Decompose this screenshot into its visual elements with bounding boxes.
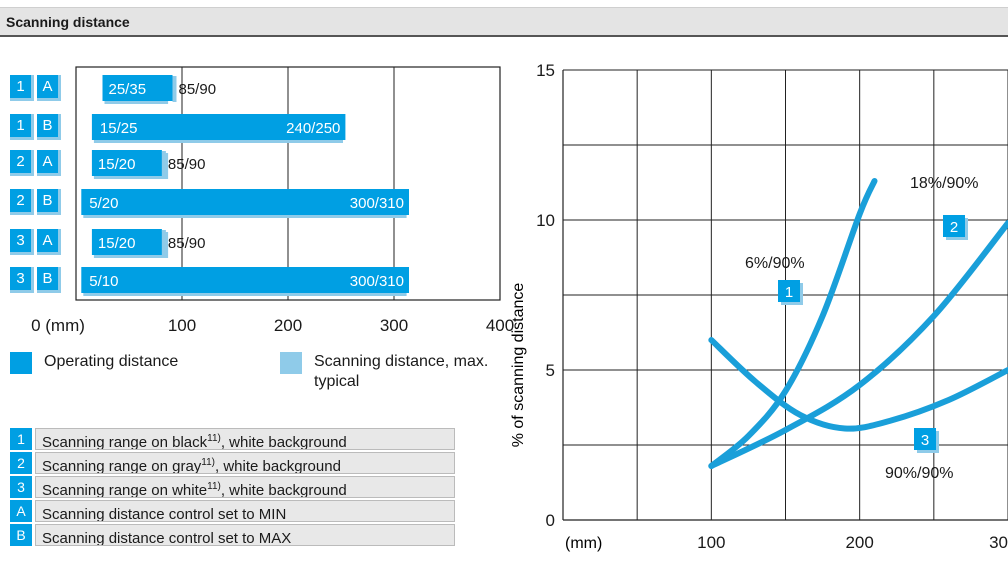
row-number-badge: 3	[10, 267, 34, 293]
bar-label-out: 300/310	[350, 195, 404, 212]
line-series-2	[708, 220, 1008, 469]
key-badge: 3	[10, 476, 32, 498]
bar-operating	[91, 114, 346, 140]
key-row: 3 Scanning range on white11), white back…	[10, 476, 455, 498]
row-number-badge: 2	[10, 189, 34, 215]
key-text: Scanning range on gray11), white backgro…	[35, 452, 455, 474]
line-y-tick-label: 5	[546, 361, 555, 380]
key-badge: 1	[10, 428, 32, 450]
line-series-label: 90%/90%	[885, 465, 954, 482]
bar-operating-edge	[161, 230, 166, 256]
key-row: B Scanning distance control set to MAX	[10, 524, 455, 546]
row-number-badge: 2	[10, 150, 34, 176]
row-number-badge: 1	[10, 75, 34, 101]
legend-operating-label: Operating distance	[44, 353, 179, 370]
bar-operating	[91, 229, 162, 255]
line-series-label: 6%/90%	[745, 255, 805, 272]
bar-label-out: 240/250	[286, 120, 340, 137]
bar-label-in: 15/20	[98, 156, 136, 173]
line-series-badge	[914, 428, 936, 450]
key-text: Scanning range on black11), white backgr…	[35, 428, 455, 450]
bar-label-in: 5/10	[89, 273, 118, 290]
row-mode-badge: B	[37, 267, 61, 293]
bar-label-out: 85/90	[168, 235, 206, 252]
line-y-tick-label: 15	[536, 61, 555, 80]
line-x-tick-label: 100	[697, 533, 725, 552]
key-text: Scanning distance control set to MIN	[35, 500, 455, 522]
bar-operating	[91, 150, 162, 176]
line-y-tick-label: 10	[536, 211, 555, 230]
key-badge: 2	[10, 452, 32, 474]
legend-operating-swatch	[10, 352, 32, 374]
key-badge: B	[10, 524, 32, 546]
bar-operating	[81, 189, 410, 215]
line-series-badge	[943, 215, 965, 237]
bar-x-tick-label: 400	[486, 316, 514, 335]
section-underline	[0, 35, 1008, 37]
line-series-badge-label: 3	[921, 432, 929, 449]
line-series-3	[708, 337, 1008, 432]
line-series-1	[708, 178, 878, 469]
line-series-badge-label: 1	[785, 284, 793, 301]
row-number-badge: 3	[10, 229, 34, 255]
bar-operating	[102, 75, 173, 101]
legend-scanning-swatch	[280, 352, 302, 374]
line-series-label: 18%/90%	[910, 175, 979, 192]
row-mode-badge: A	[37, 150, 61, 176]
bar-x-tick-label: 100	[168, 316, 196, 335]
line-y-tick-label: 0	[546, 511, 555, 530]
row-number-badge: 1	[10, 114, 34, 140]
legend-scanning: Scanning distance, max. typical	[280, 352, 494, 392]
bar-operating-edge	[172, 76, 177, 102]
bar-operating	[81, 267, 410, 293]
bar-label-out: 85/90	[179, 81, 217, 98]
bar-label-out: 300/310	[350, 273, 404, 290]
bar-label-in: 15/20	[98, 235, 136, 252]
bar-x-tick-label: 200	[274, 316, 302, 335]
line-y-label: % of scanning distance	[510, 283, 527, 448]
bar-x-tick-label: 0 (mm)	[31, 316, 85, 335]
key-text: Scanning range on white11), white backgr…	[35, 476, 455, 498]
section-title: Scanning distance	[6, 14, 130, 30]
row-mode-badge: B	[37, 114, 61, 140]
legend-scanning-label: Scanning distance, max. typical	[314, 353, 489, 390]
row-mode-badge: A	[37, 229, 61, 255]
row-mode-badge: A	[37, 75, 61, 101]
line-series-badge	[778, 280, 800, 302]
bar-label-out: 85/90	[168, 156, 206, 173]
key-row: 2 Scanning range on gray11), white backg…	[10, 452, 455, 474]
key-row: A Scanning distance control set to MIN	[10, 500, 455, 522]
bar-label-in: 15/25	[100, 120, 138, 137]
line-x-tick-label: 200	[845, 533, 873, 552]
legend-operating: Operating distance	[10, 352, 178, 374]
key-badge: A	[10, 500, 32, 522]
bar-operating-edge	[161, 151, 166, 177]
bar-label-in: 5/20	[89, 195, 118, 212]
line-chart: 0 5 10 15 100 200 30 (mm) % of scanning distance…	[510, 61, 1008, 552]
key-row: 1 Scanning range on black11), white back…	[10, 428, 455, 450]
row-mode-badge: B	[37, 189, 61, 215]
line-x-label: (mm)	[565, 535, 602, 552]
line-series-badge-label: 2	[950, 219, 958, 236]
line-x-tick-label: 30	[989, 533, 1008, 552]
section-header: Scanning distance	[0, 7, 1008, 37]
bar-x-tick-label: 300	[380, 316, 408, 335]
key-list: 1 Scanning range on black11), white back…	[10, 428, 455, 548]
key-text: Scanning distance control set to MAX	[35, 524, 455, 546]
bar-label-in: 25/35	[109, 81, 147, 98]
bar-chart: 0 (mm) 100 200 300 400 25/35 85/90 15/25 240/250…	[31, 66, 514, 335]
